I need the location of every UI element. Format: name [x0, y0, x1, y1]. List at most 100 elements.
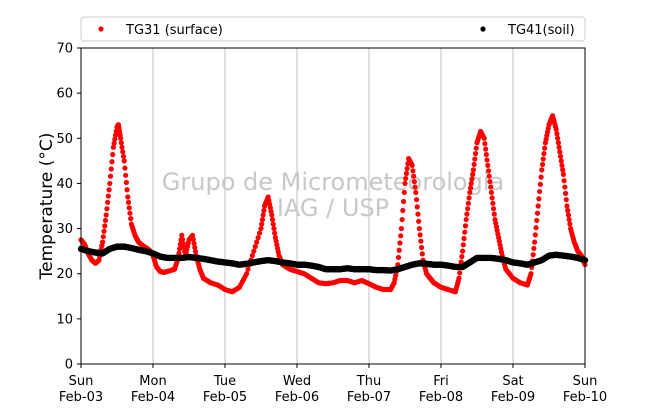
data-point [563, 197, 569, 203]
data-point [488, 189, 494, 196]
data-point [398, 233, 404, 239]
data-point [121, 158, 127, 164]
data-point [122, 165, 128, 171]
data-point [123, 172, 129, 178]
data-point [396, 247, 402, 253]
data-point [103, 212, 109, 218]
data-point [118, 140, 124, 146]
data-point [179, 232, 185, 238]
data-point [101, 228, 107, 234]
y-tick-label: 10 [56, 312, 73, 327]
data-point [112, 136, 118, 142]
data-point [272, 230, 278, 236]
data-point [245, 266, 251, 272]
data-point [560, 171, 567, 177]
data-point [466, 195, 472, 201]
data-point [533, 225, 539, 231]
data-point [100, 239, 106, 245]
data-point [126, 205, 132, 211]
data-point [470, 167, 476, 173]
y-tick-label: 30 [56, 222, 73, 237]
plot-frame [80, 47, 586, 365]
data-point [179, 236, 186, 243]
data-point [404, 165, 410, 172]
y-tick-label: 20 [56, 267, 73, 282]
data-point [467, 189, 473, 196]
data-point [191, 240, 197, 247]
data-point [111, 140, 117, 146]
data-point [395, 254, 402, 261]
data-point [564, 203, 570, 209]
data-point [490, 206, 497, 212]
data-point [127, 210, 133, 216]
data-point [109, 159, 115, 165]
data-point [460, 242, 466, 248]
data-point [557, 153, 564, 159]
data-point [118, 135, 124, 141]
data-point [112, 132, 119, 138]
x-tick-date: Feb-06 [275, 390, 319, 405]
data-point [104, 206, 110, 212]
data-point [490, 200, 496, 206]
data-point [468, 180, 474, 187]
data-point [560, 167, 566, 173]
data-point [473, 145, 479, 151]
data-point [562, 184, 568, 190]
data-point [536, 196, 542, 202]
data-point [470, 171, 476, 177]
data-point [556, 144, 562, 150]
data-point [108, 166, 114, 172]
data-point [252, 244, 258, 250]
data-point [102, 223, 108, 229]
data-point [110, 144, 116, 150]
data-point [176, 250, 182, 256]
x-tick-weekday: Tue [213, 374, 236, 389]
data-point [469, 176, 475, 182]
data-point [539, 167, 545, 173]
x-tick-weekday: Mon [139, 374, 166, 389]
data-point [486, 173, 492, 179]
data-point [489, 195, 495, 201]
data-point [530, 252, 536, 258]
watermark: Grupo de Micrometeorologia IAG / USP [162, 168, 504, 222]
data-point [555, 135, 561, 141]
series-tg41-soil [77, 243, 589, 274]
data-point [105, 199, 111, 205]
legend: TG31 (surface) TG41(soil) [80, 16, 586, 42]
data-point [459, 253, 465, 260]
data-point [535, 203, 541, 209]
data-point [417, 232, 423, 238]
data-point [557, 149, 563, 155]
data-point [465, 206, 471, 212]
x-tick-weekday: Thu [356, 374, 381, 389]
data-point [258, 225, 264, 232]
data-point [558, 158, 564, 164]
data-point [411, 179, 417, 185]
data-point [528, 271, 534, 277]
x-tick-weekday: Wed [283, 374, 311, 389]
data-point [538, 174, 544, 180]
data-point [487, 179, 493, 185]
watermark-line-2: IAG / USP [277, 194, 389, 222]
data-point [554, 131, 560, 137]
data-point [410, 168, 416, 174]
y-axis: 0 10 20 30 40 50 60 70 [56, 42, 81, 373]
data-point [271, 225, 277, 232]
data-point [457, 270, 463, 276]
data-point [119, 144, 125, 150]
x-tick-date: Feb-03 [59, 390, 103, 405]
data-point [398, 225, 404, 232]
data-point [192, 248, 199, 255]
y-tick-label: 0 [65, 358, 73, 373]
data-point [180, 240, 186, 247]
data-point [260, 212, 266, 218]
x-axis: SunFeb-03MonFeb-04TueFeb-05WedFeb-06ThuF… [59, 364, 607, 405]
legend-label-surface: TG31 (surface) [125, 23, 223, 38]
x-tick-date: Feb-08 [419, 390, 463, 405]
data-point [190, 232, 196, 238]
data-point [124, 187, 130, 193]
data-point [531, 245, 537, 252]
data-point [411, 173, 417, 179]
data-point [413, 189, 419, 196]
y-tick-label: 60 [56, 87, 73, 102]
